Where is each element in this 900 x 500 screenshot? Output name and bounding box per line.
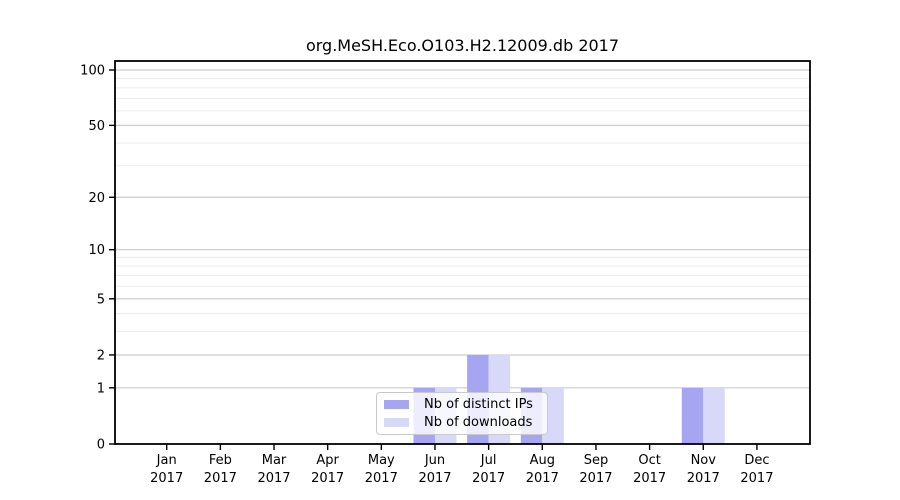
x-tick-label-month: Dec (744, 453, 769, 468)
x-tick-label-year: 2017 (633, 471, 666, 486)
x-tick-label-year: 2017 (687, 471, 720, 486)
x-tick-label-year: 2017 (579, 471, 612, 486)
x-tick-label-year: 2017 (418, 471, 451, 486)
y-tick-label: 20 (88, 191, 105, 206)
x-tick-label-month: Mar (262, 453, 287, 468)
chart-title: org.MeSH.Eco.O103.H2.12009.db 2017 (305, 36, 620, 55)
x-tick-label-year: 2017 (257, 471, 290, 486)
x-tick-label-month: May (368, 453, 395, 468)
x-tick-label-month: Oct (638, 453, 660, 468)
x-tick-label-month: Aug (530, 453, 555, 468)
y-tick-label: 0 (97, 438, 105, 453)
x-tick-label-month: Jan (156, 453, 177, 468)
y-tick-label: 5 (97, 292, 105, 307)
y-tick-label: 100 (80, 64, 105, 79)
axes-frame (114, 60, 811, 445)
legend-swatch-downloads (384, 417, 409, 427)
x-tick-label-month: Nov (691, 453, 717, 468)
legend-label-distinct-ips: Nb of distinct IPs (424, 397, 533, 413)
x-tick-label-month: Jul (480, 453, 497, 468)
x-tick-label-year: 2017 (150, 471, 183, 486)
x-tick-label-month: Apr (316, 453, 339, 468)
x-tick-label-year: 2017 (365, 471, 398, 486)
legend-item-downloads: Nb of downloads (384, 415, 541, 430)
bar-nb-of-distinct-ips-nov (681, 387, 704, 444)
y-tick-label: 10 (88, 243, 105, 258)
x-tick-label-month: Feb (209, 453, 232, 468)
x-tick-label-year: 2017 (472, 471, 505, 486)
legend-item-distinct-ips: Nb of distinct IPs (384, 397, 541, 412)
legend: Nb of distinct IPs Nb of downloads (376, 392, 548, 435)
x-tick-label-month: Sep (584, 453, 609, 468)
y-tick-label: 2 (97, 348, 105, 363)
legend-swatch-distinct-ips (384, 400, 409, 410)
x-tick-label-month: Jun (424, 453, 445, 468)
x-tick-label-year: 2017 (526, 471, 559, 486)
x-tick-label-year: 2017 (740, 471, 773, 486)
y-tick-label: 50 (88, 119, 105, 134)
y-tick-label: 1 (97, 381, 105, 396)
bar-nb-of-downloads-nov (703, 387, 725, 444)
x-tick-label-year: 2017 (204, 471, 237, 486)
x-tick-label-year: 2017 (311, 471, 344, 486)
legend-label-downloads: Nb of downloads (424, 414, 533, 430)
